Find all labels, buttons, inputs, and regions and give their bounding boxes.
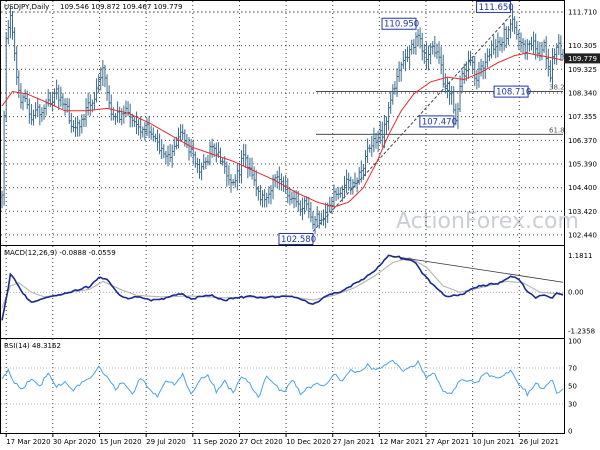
rsi-panel-frame (0, 338, 565, 434)
rsi-panel-title: RSI(14) 48.3162 (4, 342, 61, 350)
price-y-tick-label: 110.305 (568, 42, 597, 50)
macd-y-tick-label: 1.1811 (568, 252, 593, 260)
macd-line (1, 254, 564, 321)
x-tick-label: 12 Mar 2021 (379, 438, 423, 446)
price-annotation-box (419, 115, 455, 128)
x-tick-label: 27 Oct 2020 (239, 438, 282, 446)
price-y-tick-label: 103.420 (568, 208, 597, 216)
rsi-y-tick-label: 100 (568, 338, 581, 346)
rsi-y-tick-label: 30 (568, 401, 577, 409)
x-tick-label: 11 Sep 2020 (193, 438, 237, 446)
rsi-y-tick-label: 70 (568, 365, 577, 373)
macd-y-tick-label: 0.00 (568, 289, 584, 297)
price-panel-title: USDJPY,Daily (4, 3, 49, 11)
price-y-tick-label: 109.325 (568, 66, 597, 74)
x-tick-label: 26 Jul 2021 (519, 438, 559, 446)
x-tick-label: 10 Jun 2021 (473, 438, 515, 446)
watermark: ActionForex.com (396, 209, 579, 234)
price-annotation-label: 102.580 (281, 235, 316, 245)
fib-level-label: 38.2 (549, 84, 565, 92)
macd-panel-title: MACD(12,26,9) -0.0888 -0.0559 (4, 249, 116, 257)
price-y-tick-label: 107.355 (568, 113, 597, 121)
price-annotation-label: 111.650 (479, 3, 514, 13)
rsi-y-tick-label: 50 (568, 383, 577, 391)
x-tick-label: 27 Apr 2021 (426, 438, 469, 446)
price-plot: 38.2 61.8 (0, 6, 565, 235)
price-annotation-box (278, 232, 314, 245)
price-annotation-label: 107.470 (422, 117, 457, 127)
x-tick-label: 30 Apr 2020 (53, 438, 96, 446)
x-tick-label: 17 Mar 2020 (6, 438, 50, 446)
price-ohlc-readout: 109.546 109.872 109.467 109.779 (60, 3, 182, 11)
price-y-tick-label: 111.710 (568, 8, 597, 16)
fib-level-label: 61.8 (549, 126, 565, 134)
price-y-tick-label: 104.400 (568, 184, 597, 192)
price-y-tick-label: 106.370 (568, 137, 597, 145)
price-trendline (312, 13, 513, 232)
x-tick-label: 29 Jul 2020 (146, 438, 186, 446)
moving-average-line (1, 52, 564, 208)
price-y-tick-label: 108.340 (568, 89, 597, 97)
price-annotation-label: 108.710 (496, 88, 531, 98)
x-tick-label: 15 Jun 2020 (99, 438, 141, 446)
axis-labels: 102.440 103.420 104.400 105.390 106.370 107.3… (5, 8, 597, 446)
last-price-label: 109.779 (568, 55, 597, 63)
price-annotation-box (381, 17, 417, 30)
price-annotation-box (493, 85, 529, 98)
rsi-line (1, 359, 564, 399)
last-price-marker (564, 53, 600, 64)
macd-plot (1, 254, 564, 321)
price-y-tick-label: 102.440 (568, 231, 597, 239)
rsi-plot (1, 359, 564, 405)
price-annotation-box (476, 0, 512, 13)
rsi-y-tick-label: 0 (568, 428, 572, 436)
macd-trendline (392, 255, 564, 283)
annotations: 102.580 110.950 107.470 111.650 108.710 109.7… (278, 0, 600, 245)
price-panel-frame (0, 0, 565, 246)
macd-y-tick-label: -1.2358 (568, 327, 595, 335)
price-y-tick-label: 105.390 (568, 160, 597, 168)
x-tick-label: 10 Dec 2020 (286, 438, 331, 446)
price-annotation-label: 110.950 (384, 20, 419, 30)
x-tick-label: 27 Jan 2021 (333, 438, 375, 446)
